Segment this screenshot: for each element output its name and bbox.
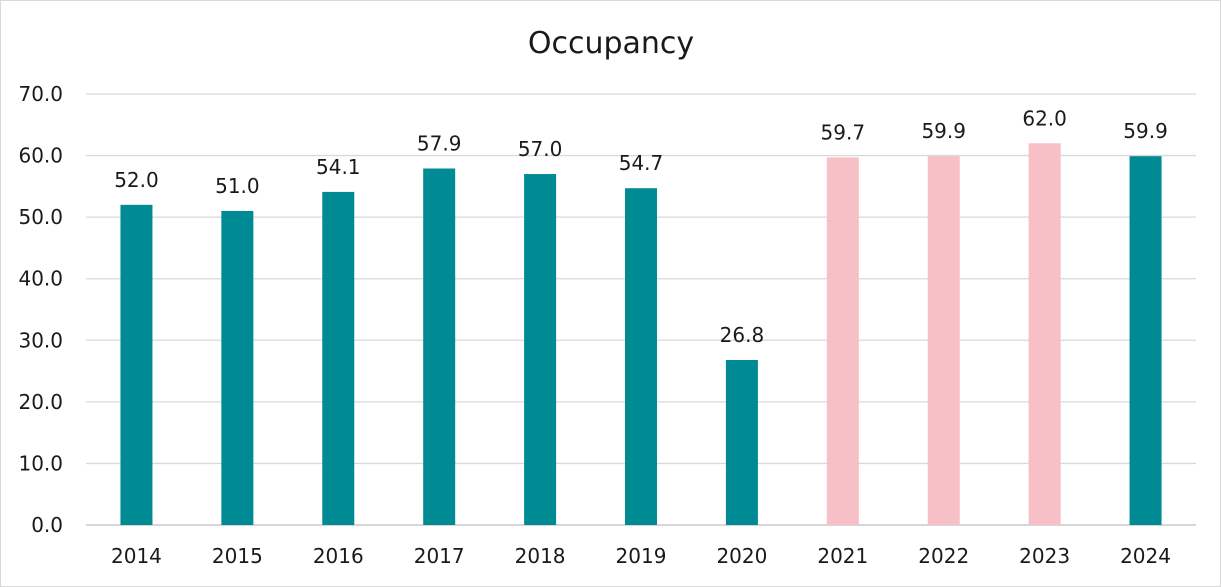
bar-2023	[1028, 143, 1061, 525]
x-tick-label: 2024	[1120, 544, 1171, 568]
x-tick-label: 2020	[716, 544, 767, 568]
bar-2014	[120, 204, 153, 526]
bar-2024	[1129, 156, 1162, 526]
x-tick-label: 2021	[817, 544, 868, 568]
data-label-2019: 54.7	[619, 151, 664, 175]
y-tick-label: 30.0	[18, 328, 63, 352]
chart-title: Occupancy	[528, 26, 694, 61]
y-tick-label: 60.0	[18, 144, 63, 168]
x-tick-label: 2023	[1019, 544, 1070, 568]
y-tick-label: 10.0	[18, 451, 63, 475]
x-axis-ticks: 2014 2015 2016 2017 2018 2019 2020 2021 2022 2023…	[111, 544, 1171, 568]
x-tick-label: 2014	[111, 544, 162, 568]
bar-2021	[826, 157, 859, 525]
y-tick-label: 50.0	[18, 205, 63, 229]
x-tick-label: 2015	[212, 544, 263, 568]
data-label-2023: 62.0	[1022, 106, 1067, 130]
bar-2017	[423, 168, 456, 525]
bar-2018	[524, 174, 557, 526]
x-tick-label: 2016	[313, 544, 364, 568]
data-label-2021: 59.7	[821, 120, 866, 144]
y-tick-label: 70.0	[18, 82, 63, 106]
data-label-2022: 59.9	[921, 119, 966, 143]
bar-2020	[725, 359, 758, 525]
data-label-2024: 59.9	[1123, 119, 1168, 143]
x-tick-label: 2022	[918, 544, 969, 568]
data-label-2015: 51.0	[215, 174, 260, 198]
y-tick-label: 20.0	[18, 390, 63, 414]
data-label-2016: 54.1	[316, 155, 361, 179]
y-tick-label: 0.0	[31, 513, 63, 537]
data-label-2017: 57.9	[417, 132, 462, 156]
bars	[120, 143, 1162, 526]
bar-2022	[927, 156, 960, 526]
data-labels: 52.0 51.0 54.1 57.9 57.0 54.7 26.8 59.7 59.9 62.0…	[114, 106, 1168, 347]
bar-2015	[221, 210, 254, 525]
bar-2019	[625, 188, 657, 525]
y-tick-label: 40.0	[18, 267, 63, 291]
data-label-2014: 52.0	[114, 168, 159, 192]
data-label-2018: 57.0	[518, 137, 563, 161]
data-label-2020: 26.8	[720, 323, 765, 347]
bar-2016	[322, 191, 355, 526]
x-tick-label: 2017	[414, 544, 465, 568]
x-tick-label: 2018	[515, 544, 566, 568]
y-axis-ticks: 0.0 10.0 20.0 30.0 40.0 50.0 60.0 70.0	[18, 82, 63, 537]
x-tick-label: 2019	[616, 544, 667, 568]
